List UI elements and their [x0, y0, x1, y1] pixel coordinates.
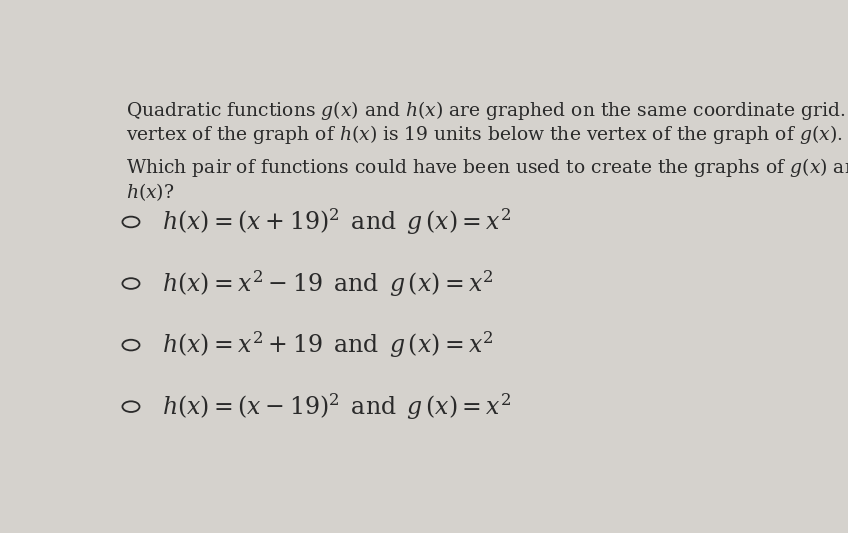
Text: $h(x) = x^2 - 19$$\,$ and $\,$$g\,(x) = x^2$: $h(x) = x^2 - 19$$\,$ and $\,$$g\,(x) = … [162, 268, 494, 299]
Text: $h(x) = (x + 19)^2$$\,$ and $\,$$g\,(x) = x^2$: $h(x) = (x + 19)^2$$\,$ and $\,$$g\,(x) … [162, 207, 511, 237]
Text: Which pair of functions could have been used to create the graphs of $g(x)$ and: Which pair of functions could have been … [126, 156, 848, 179]
Text: $h(x)$?: $h(x)$? [126, 181, 174, 203]
Text: Quadratic functions $g(x)$ and $h(x)$ are graphed on the same coordinate grid.  : Quadratic functions $g(x)$ and $h(x)$ ar… [126, 99, 848, 122]
Text: $h(x) = x^2 + 19$$\,$ and $\,$$g\,(x) = x^2$: $h(x) = x^2 + 19$$\,$ and $\,$$g\,(x) = … [162, 330, 494, 360]
Text: $h(x) = (x - 19)^2$$\,$ and $\,$$g\,(x) = x^2$: $h(x) = (x - 19)^2$$\,$ and $\,$$g\,(x) … [162, 391, 511, 422]
Text: vertex of the graph of $h(x)$ is 19 units below the vertex of the graph of $g(x): vertex of the graph of $h(x)$ is 19 unit… [126, 124, 842, 147]
